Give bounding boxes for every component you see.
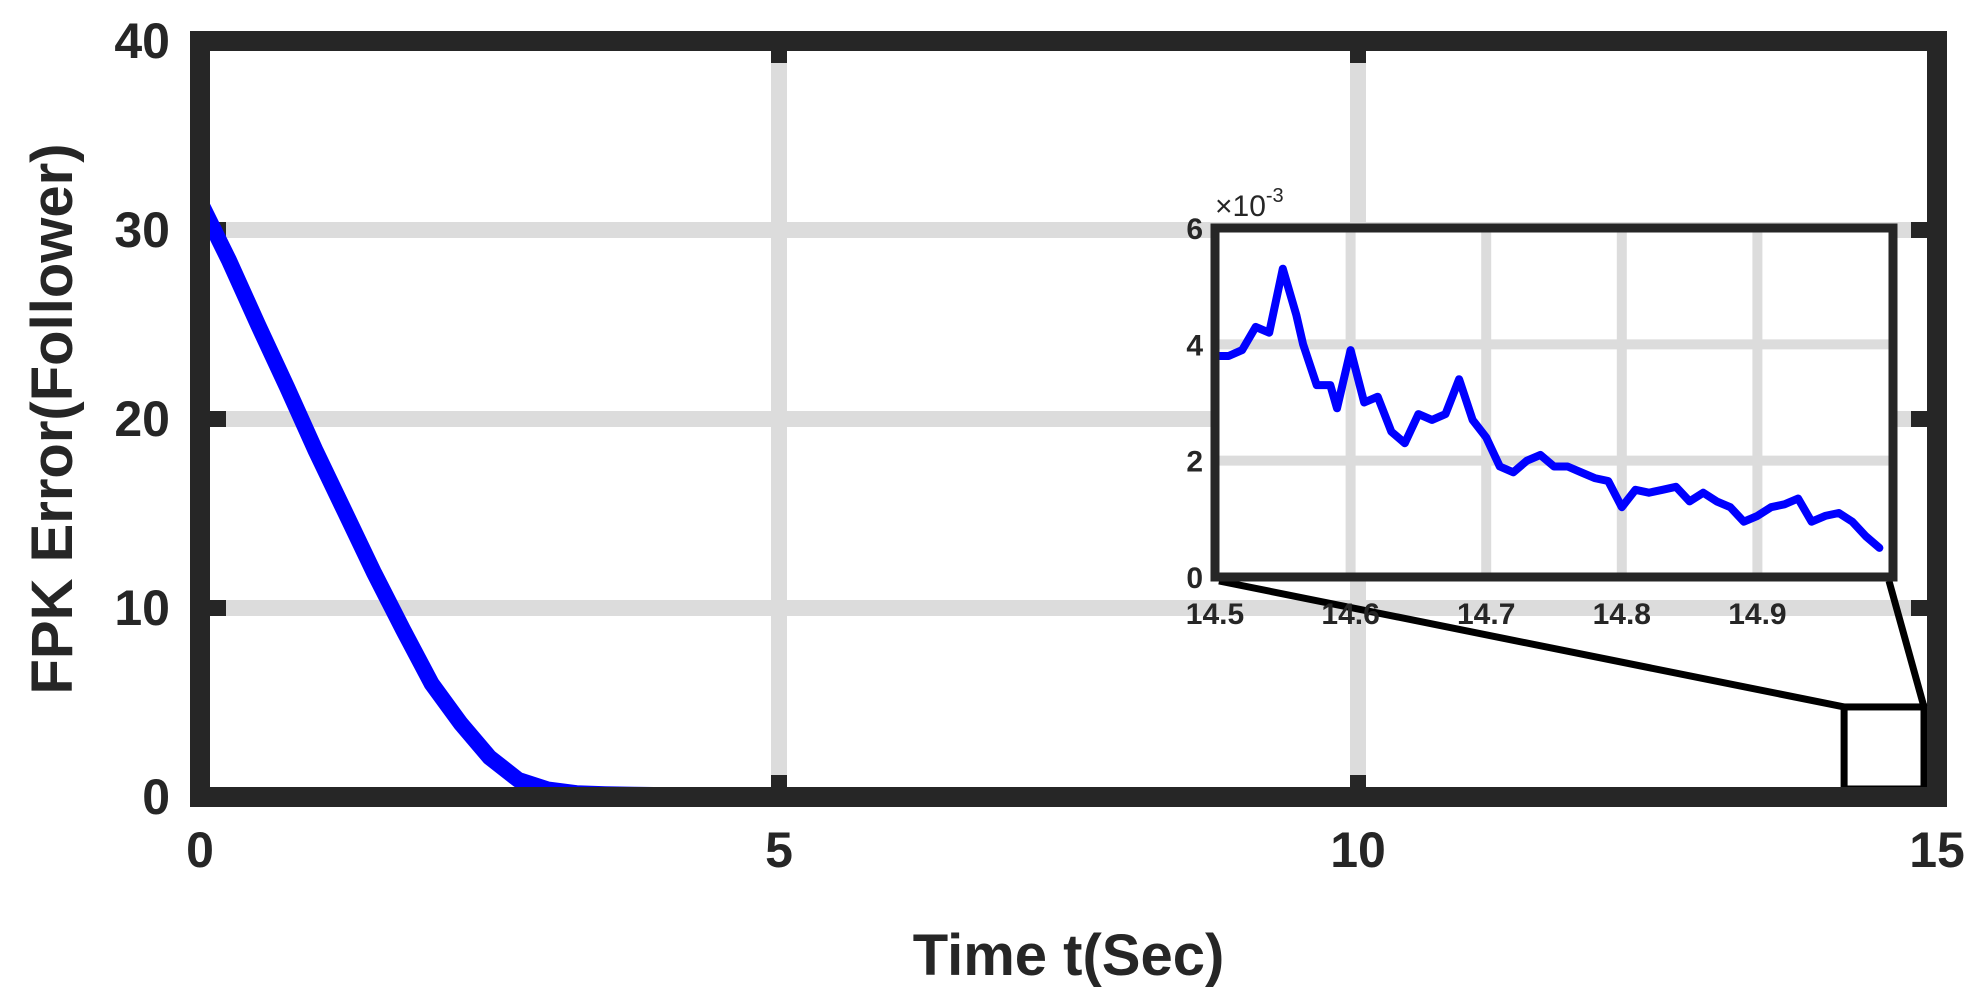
main-x-tick-label: 5 — [765, 822, 793, 878]
inset-plot-frame — [1210, 223, 1898, 582]
main-x-tick-label: 10 — [1330, 822, 1386, 878]
inset-y-tick-label: 6 — [1186, 213, 1203, 246]
inset-y-tick-label: 0 — [1186, 562, 1203, 595]
inset-y-tick-label: 2 — [1186, 446, 1203, 479]
x-axis-title: Time t(Sec) — [913, 923, 1225, 988]
inset-x-tick-labels: 14.5 14.6 14.7 14.8 14.9 — [1186, 598, 1787, 631]
inset-x-tick-label: 14.5 — [1186, 598, 1244, 631]
inset-exponent-prefix: ×10 — [1215, 190, 1266, 223]
main-plot-frame — [190, 31, 1947, 807]
main-y-tick-label: 20 — [114, 391, 170, 447]
main-x-tick-label: 15 — [1909, 822, 1965, 878]
main-y-tick-label: 40 — [114, 13, 170, 69]
main-y-tick-labels: 0 10 20 30 40 — [114, 13, 170, 825]
inset-exponent-power: -3 — [1266, 185, 1284, 207]
inset-series — [1211, 264, 1884, 552]
y-axis-title: FPK Error(Follower) — [20, 143, 85, 694]
main-y-tick-label: 10 — [114, 580, 170, 636]
inset-plot-area — [1215, 228, 1893, 577]
main-x-tick-labels: 0 5 10 15 — [186, 822, 1965, 878]
inset-y-tick-labels: 0 2 4 6 — [1186, 213, 1203, 595]
inset-x-tick-label: 14.9 — [1728, 598, 1786, 631]
inset-x-tick-label: 14.7 — [1457, 598, 1515, 631]
inset-x-tick-label: 14.8 — [1593, 598, 1651, 631]
inset-series-line — [1211, 264, 1884, 552]
zoom-connector-right — [1885, 580, 1928, 708]
main-x-tick-label: 0 — [186, 822, 214, 878]
inset-plot: 14.5 14.6 14.7 14.8 14.9 0 2 4 6 ×10-3 — [1186, 185, 1898, 631]
zoom-connector-left — [1218, 577, 1845, 711]
inset-x-tick-label: 14.6 — [1321, 598, 1379, 631]
main-y-tick-label: 0 — [142, 769, 170, 825]
inset-y-exponent: ×10-3 — [1215, 185, 1284, 223]
main-y-tick-label: 30 — [114, 202, 170, 258]
inset-y-tick-label: 4 — [1186, 329, 1203, 362]
